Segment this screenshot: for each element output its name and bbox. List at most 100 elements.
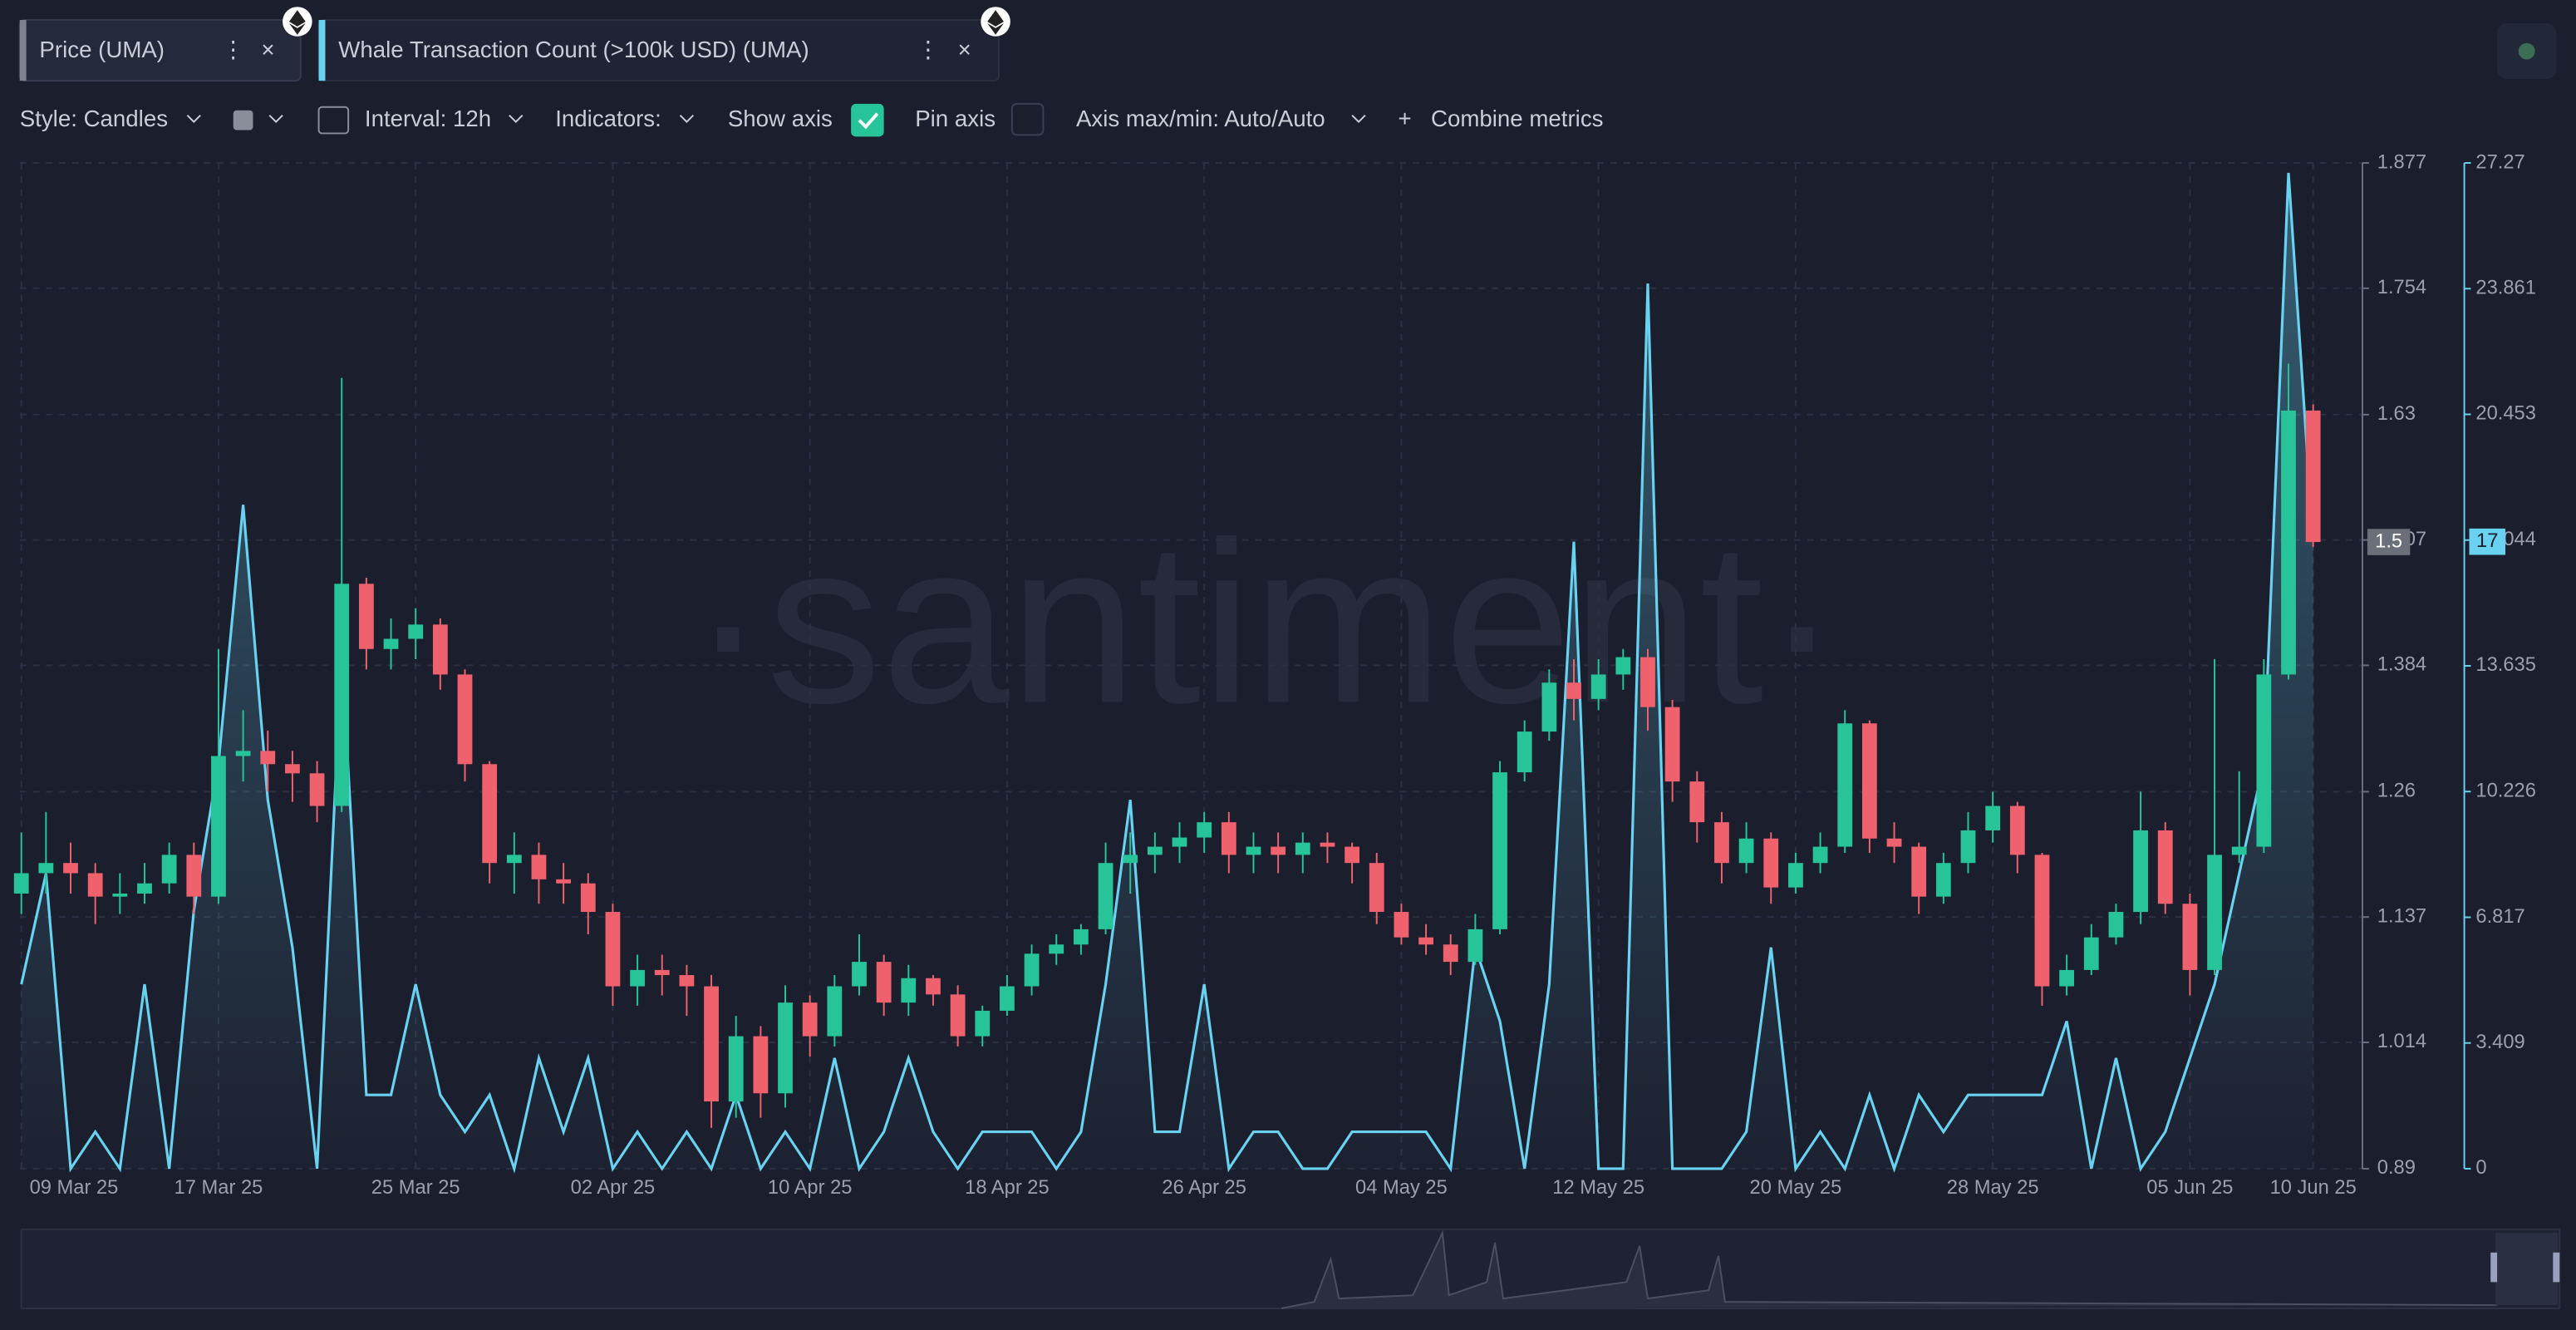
candle-body — [1049, 944, 1064, 954]
candle-body — [2182, 904, 2198, 970]
combine-metrics-label[interactable]: Combine metrics — [1431, 106, 1603, 131]
candle-body — [852, 962, 867, 987]
x-tick-label: 12 May 25 — [1552, 1177, 1644, 1199]
tab-close[interactable]: × — [261, 37, 274, 62]
candle-body — [2207, 855, 2222, 970]
tab-accent — [19, 20, 27, 81]
candle-body — [704, 986, 719, 1102]
candle-body — [1664, 707, 1680, 782]
tab[interactable]: Price (UMA) ⋮ × — [18, 7, 312, 82]
y2-tick-label: 13.635 — [2475, 654, 2536, 676]
indicators-select[interactable]: Indicators: — [555, 106, 661, 131]
candle-body — [1221, 822, 1236, 855]
check — [858, 112, 879, 130]
candle-body — [1320, 842, 1335, 847]
candle-body — [1517, 732, 1532, 773]
candle-body — [901, 978, 917, 1003]
candle-body — [309, 773, 325, 806]
status-dot — [2518, 42, 2535, 60]
x-tick-label: 09 Mar 25 — [30, 1177, 119, 1199]
candle-body — [2059, 969, 2075, 987]
style-select[interactable]: Style: Candles — [20, 106, 168, 131]
candle-body — [1541, 682, 1557, 732]
interval-select[interactable]: Interval: 12h — [365, 106, 491, 131]
candle-body — [1590, 674, 1606, 699]
candle-body — [1837, 723, 1853, 847]
candle-body — [654, 969, 670, 976]
candle-body — [605, 912, 621, 987]
y2-tick-label: 23.861 — [2475, 278, 2536, 299]
chevron — [186, 114, 201, 123]
combine-metrics[interactable]: + — [1398, 106, 1411, 131]
candle-body — [1098, 863, 1113, 929]
axis-range-select[interactable]: Axis max/min: Auto/Auto — [1076, 106, 1325, 131]
candle-body — [38, 863, 54, 874]
pin-axis-label: Pin axis — [915, 106, 995, 131]
toolbar: Style: Candles Interval: 12h Indicators:… — [20, 102, 1603, 137]
tab-label: Whale Transaction Count (>100k USD) (UMA… — [338, 37, 809, 62]
candle-body — [2108, 912, 2124, 938]
chevron — [679, 114, 695, 123]
y-tick-label: 1.384 — [2377, 654, 2426, 676]
navigator-handle[interactable] — [2490, 1252, 2498, 1283]
chain-glyph — [987, 10, 1004, 35]
candle-body — [975, 1010, 991, 1037]
candle-body — [408, 624, 424, 639]
candle-body — [630, 969, 645, 987]
navigator[interactable] — [20, 1229, 2561, 1309]
y-tick-label: 1.137 — [2377, 905, 2426, 927]
y2-tick-label: 6.817 — [2475, 906, 2524, 928]
tab-menu[interactable]: ⋮ — [917, 37, 940, 62]
candle-body — [383, 638, 399, 649]
pin-axis-checkbox[interactable] — [1010, 102, 1045, 136]
candle-body — [1271, 846, 1286, 855]
show-axis-checkbox[interactable] — [851, 103, 884, 137]
candle-body — [1615, 657, 1631, 675]
tab[interactable]: Whale Transaction Count (>100k USD) (UMA… — [317, 7, 1010, 82]
candle-body — [802, 1002, 818, 1037]
navigator-window[interactable] — [2495, 1233, 2559, 1306]
candle-body — [728, 1036, 744, 1102]
candle-body — [1000, 986, 1015, 1011]
chevron — [1351, 114, 1366, 123]
x-tick-label: 28 May 25 — [1947, 1177, 2039, 1199]
interval-icon — [317, 106, 350, 135]
y2-tick-label: 20.453 — [2475, 403, 2536, 425]
candle-body — [1394, 912, 1409, 938]
candle-body — [1812, 846, 1828, 864]
candle-body — [926, 978, 941, 995]
y2-tick-label: 0 — [2475, 1157, 2486, 1179]
candle-body — [87, 873, 103, 897]
navigator-bg — [20, 1229, 2561, 1309]
plot: 0.891.0141.1371.261.3841.5071.631.7541.8… — [13, 151, 2536, 1199]
x-tick-label: 17 Mar 25 — [175, 1177, 263, 1199]
candle-body — [506, 855, 522, 864]
candle-body — [1640, 657, 1655, 707]
y2-tick-label: 27.27 — [2475, 151, 2524, 173]
candle-body — [235, 751, 251, 756]
y-tick-label: 1.877 — [2377, 151, 2426, 173]
x-tick-label: 26 Apr 25 — [1162, 1177, 1246, 1199]
candle-body — [161, 855, 177, 884]
candle-body — [1911, 846, 1927, 897]
candle-body — [1295, 842, 1310, 855]
candle-body — [679, 975, 695, 987]
candle-body — [1738, 838, 1754, 864]
chain-glyph — [288, 10, 306, 35]
tab-close[interactable]: × — [958, 37, 971, 62]
candle-body — [1443, 944, 1458, 963]
tab-menu[interactable]: ⋮ — [222, 37, 245, 62]
candle-body — [2281, 410, 2296, 675]
y-tick-label: 0.89 — [2377, 1157, 2416, 1179]
candle-body — [876, 962, 892, 1003]
chevron — [509, 114, 524, 123]
candle-body — [1566, 682, 1581, 699]
color-select[interactable] — [233, 110, 253, 131]
candle-body — [358, 584, 374, 649]
chevron — [268, 114, 283, 123]
candle-body — [2133, 830, 2148, 913]
candle-body — [1763, 838, 1779, 888]
candle-body — [2157, 830, 2173, 904]
navigator-handle[interactable] — [2553, 1252, 2560, 1283]
